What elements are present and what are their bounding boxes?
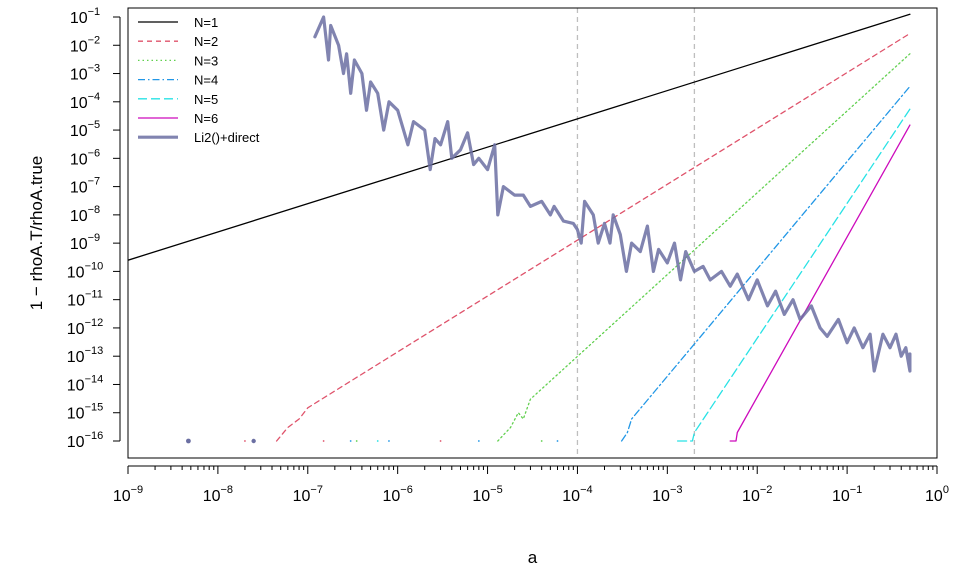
- data-point-9: [477, 440, 480, 442]
- series-line-n-4: [620, 85, 911, 442]
- x-tick-label: 10−7: [293, 484, 323, 505]
- x-tick-label: 10−3: [652, 484, 682, 505]
- data-point-1: [251, 438, 256, 444]
- legend-label: N=1: [194, 15, 218, 30]
- legend-label: N=4: [194, 73, 218, 88]
- data-point-2: [244, 440, 246, 442]
- data-point-10: [540, 440, 543, 442]
- series-line-n-1: [128, 13, 911, 261]
- series-line-n-6: [729, 124, 911, 442]
- y-tick-label: 10−7: [70, 176, 100, 197]
- data-point-11: [556, 440, 559, 442]
- y-tick-label: 10−14: [67, 373, 103, 394]
- x-tick-label: 10−1: [832, 484, 862, 505]
- x-tick-label: 10−8: [203, 484, 233, 505]
- y-tick-label: 10−11: [67, 289, 103, 310]
- series-line-li2-direct: [313, 15, 912, 373]
- data-point-8: [439, 440, 442, 442]
- x-tick-label: 10−2: [742, 484, 772, 505]
- y-tick-label: 10−8: [70, 204, 100, 225]
- legend-label: N=5: [194, 92, 218, 107]
- data-point-6: [376, 440, 379, 442]
- data-point-4: [349, 440, 352, 442]
- y-tick-label: 10−16: [67, 430, 103, 451]
- y-tick-label: 10−2: [70, 34, 100, 55]
- y-tick-label: 10−5: [70, 119, 100, 140]
- y-tick-label: 10−12: [67, 317, 103, 338]
- data-point-7: [388, 440, 390, 442]
- y-tick-label: 10−13: [67, 345, 103, 366]
- x-axis: 10−9 10−8 10−7 10−6 10−5 10−4 10−3 10−2 10−1 100: [113, 465, 949, 505]
- legend: N=1 N=2 N=3 N=4 N=5 N=6 Li2()+direct: [130, 9, 300, 150]
- x-tick-label: 10−9: [113, 484, 143, 505]
- data-point-5: [355, 440, 358, 442]
- y-tick-label: 10−15: [67, 402, 103, 423]
- y-tick-label: 10−10: [67, 260, 103, 281]
- series-line-n-5: [676, 108, 911, 442]
- points-layer: [186, 438, 559, 444]
- x-axis-title: a: [528, 548, 538, 567]
- x-tick-label: 10−4: [562, 484, 592, 505]
- x-tick-label: 10−6: [382, 484, 412, 505]
- series-line-n-3: [497, 53, 911, 442]
- data-point-0: [186, 438, 191, 444]
- legend-label: N=3: [194, 53, 218, 68]
- y-tick-label: 10−3: [70, 63, 100, 84]
- y-tick-label: 10−1: [70, 6, 100, 27]
- y-tick-label: 10−9: [70, 232, 100, 253]
- legend-label: N=2: [194, 34, 218, 49]
- y-axis: 10−16 10−15 10−14 10−13 10−12 10−11 10−10 10−9 1…: [67, 6, 121, 451]
- data-point-3: [322, 440, 325, 442]
- legend-label: Li2()+direct: [194, 130, 260, 145]
- series-layer: [128, 13, 912, 442]
- series-line-n-2: [275, 32, 911, 442]
- y-tick-label: 10−6: [70, 147, 100, 168]
- y-tick-label: 10−4: [70, 91, 100, 112]
- plot-frame: [127, 7, 938, 459]
- y-axis-title: 1 − rhoA.T/rhoA.true: [27, 156, 46, 311]
- legend-label: N=6: [194, 111, 218, 126]
- x-tick-label: 100: [925, 484, 949, 505]
- x-tick-label: 10−5: [472, 484, 502, 505]
